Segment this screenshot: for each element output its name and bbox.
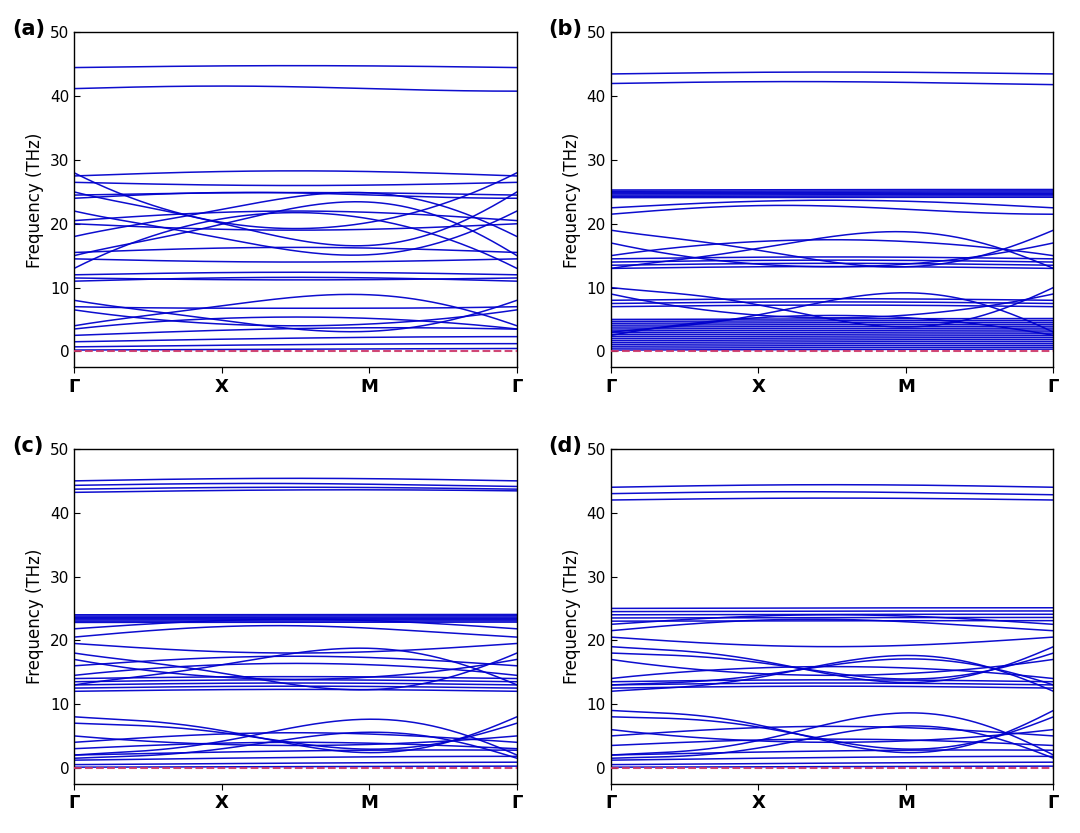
Text: (b): (b) (549, 19, 582, 39)
Text: (c): (c) (12, 436, 43, 456)
Text: (d): (d) (549, 436, 582, 456)
Y-axis label: Frequency (THz): Frequency (THz) (563, 549, 581, 684)
Y-axis label: Frequency (THz): Frequency (THz) (26, 549, 44, 684)
Text: (a): (a) (12, 19, 45, 39)
Y-axis label: Frequency (THz): Frequency (THz) (563, 132, 581, 267)
Y-axis label: Frequency (THz): Frequency (THz) (26, 132, 44, 267)
